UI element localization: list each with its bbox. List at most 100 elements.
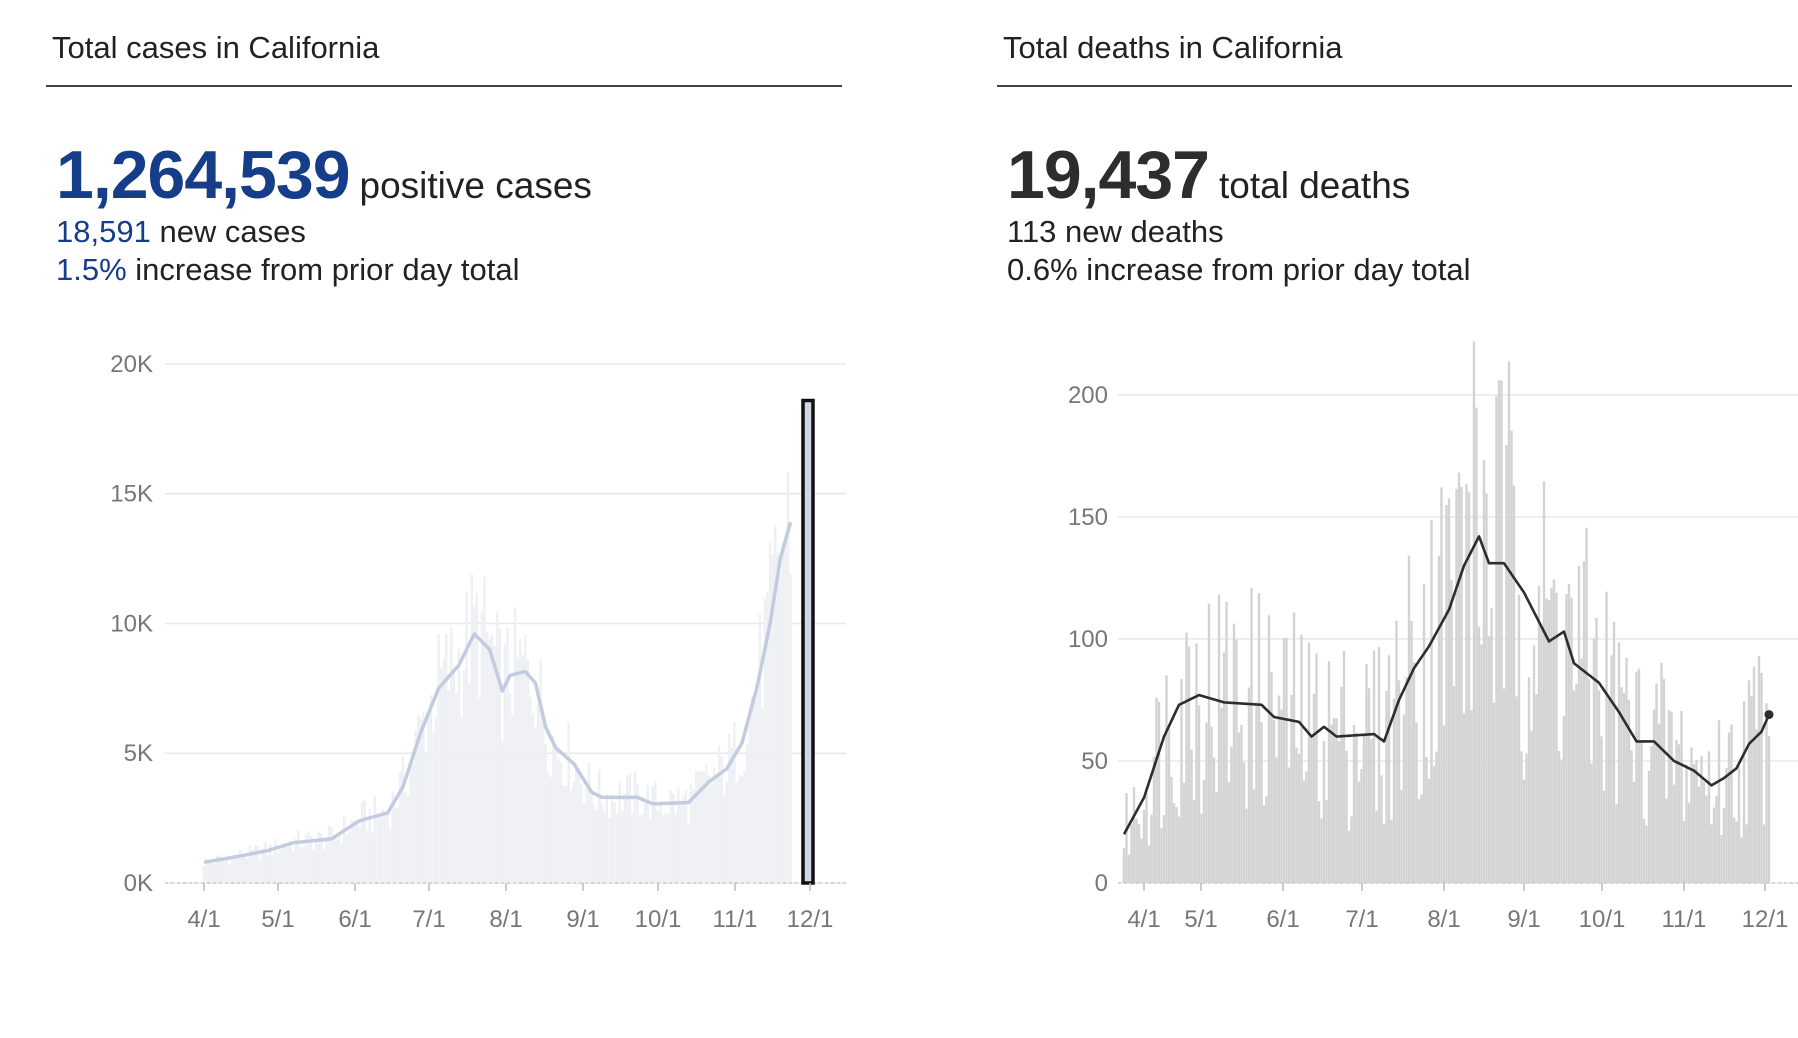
cases-daily-bar [457, 649, 461, 883]
cases-daily-bar [521, 654, 524, 883]
deaths-daily-bar [1152, 756, 1156, 883]
deaths-daily-bar [1547, 600, 1551, 883]
cases-daily-bar [467, 683, 471, 883]
deaths-daily-bar [1202, 779, 1206, 883]
cases-latest-day-bar[interactable] [801, 398, 815, 885]
deaths-daily-bar [1305, 771, 1308, 883]
cases-daily-bar [549, 776, 553, 883]
cases-daily-bar [429, 695, 433, 883]
cases-daily-bar [664, 812, 667, 883]
deaths-daily-bar [1390, 819, 1393, 883]
deaths-daily-bar [1477, 626, 1481, 883]
deaths-average-endpoint [1764, 710, 1774, 720]
cases-daily-bar [626, 775, 629, 883]
cases-y-tick-label: 5K [124, 740, 153, 767]
deaths-daily-bar [1732, 817, 1736, 883]
cases-daily-bar [590, 792, 593, 883]
cases-x-tick-label: 7/1 [412, 906, 445, 933]
cases-daily-bar [557, 758, 560, 883]
deaths-daily-bar [1177, 816, 1181, 883]
deaths-daily-bar [1282, 638, 1286, 883]
cases-daily-bar [241, 857, 244, 883]
cases-total-label: positive cases [359, 165, 592, 206]
cases-daily-bar [325, 840, 328, 883]
cases-daily-bar [646, 785, 649, 883]
deaths-daily-bar [1670, 711, 1673, 883]
deaths-daily-bar [1600, 736, 1603, 883]
cases-daily-bar [776, 552, 779, 883]
cases-daily-bar [465, 591, 468, 883]
cases-daily-bar [373, 795, 377, 883]
deaths-x-tick-label: 8/1 [1427, 906, 1460, 933]
cases-daily-bar [490, 635, 494, 883]
cases-daily-bar [562, 785, 565, 883]
deaths-daily-bar [1385, 690, 1388, 883]
deaths-daily-bar [1332, 718, 1336, 883]
deaths-daily-bar [1400, 789, 1403, 883]
deaths-daily-bar [1140, 838, 1143, 883]
deaths-daily-bar [1705, 795, 1708, 883]
deaths-daily-bar [1310, 737, 1313, 883]
deaths-daily-bar [1467, 492, 1471, 883]
deaths-daily-bar [1265, 796, 1268, 883]
cases-daily-bar [598, 769, 601, 883]
cases-daily-bar [513, 607, 517, 883]
deaths-daily-bar [1412, 662, 1416, 883]
deaths-daily-bar [1592, 638, 1596, 883]
deaths-daily-bar [1287, 767, 1291, 883]
deaths-x-tick-label: 10/1 [1579, 906, 1626, 933]
deaths-daily-bar [1702, 781, 1706, 883]
cases-daily-bar [689, 784, 693, 883]
deaths-daily-bar [1497, 380, 1501, 883]
deaths-daily-bar [1687, 802, 1691, 883]
deaths-daily-bar [1130, 823, 1133, 883]
cases-x-tick-label: 9/1 [566, 906, 599, 933]
cases-daily-bar [715, 773, 718, 883]
cases-daily-bar [256, 845, 259, 883]
cases-pct-line: 1.5% increase from prior day total [56, 252, 520, 288]
cases-daily-bar [580, 783, 583, 883]
cases-daily-bar [475, 593, 479, 883]
deaths-daily-bar [1612, 621, 1616, 883]
cases-new-label: new cases [159, 214, 306, 249]
deaths-y-tick-label: 200 [1068, 382, 1108, 409]
cases-daily-bar [340, 844, 343, 883]
cases-daily-bar [498, 628, 502, 883]
deaths-daily-bar [1415, 722, 1418, 883]
deaths-daily-bar [1250, 587, 1253, 883]
deaths-daily-bar [1357, 781, 1361, 883]
deaths-daily-bar [1727, 732, 1731, 883]
deaths-daily-bar [1457, 472, 1461, 883]
deaths-daily-bar [1272, 719, 1276, 883]
deaths-daily-bar [1645, 825, 1648, 883]
deaths-daily-bar [1440, 487, 1443, 883]
deaths-daily-bar [1180, 679, 1183, 883]
deaths-daily-bar [1407, 555, 1411, 883]
deaths-daily-bar [1322, 740, 1326, 883]
deaths-daily-bar [1635, 671, 1638, 883]
cases-daily-bar [447, 690, 451, 883]
deaths-daily-bar [1240, 724, 1243, 883]
cases-daily-bar [284, 847, 287, 883]
cases-daily-bar [404, 791, 407, 883]
cases-daily-bar [615, 813, 619, 883]
cases-daily-bar [748, 706, 751, 883]
deaths-daily-bar [1257, 593, 1261, 883]
deaths-daily-bar [1570, 597, 1573, 883]
deaths-daily-bar [1397, 680, 1401, 883]
deaths-daily-bar [1462, 713, 1466, 883]
deaths-daily-bar [1650, 746, 1653, 883]
cases-daily-bar [702, 772, 706, 883]
deaths-x-tick-label: 11/1 [1662, 906, 1707, 933]
cases-daily-bar [531, 713, 535, 883]
deaths-daily-bar [1212, 757, 1216, 883]
cases-daily-bar [483, 576, 486, 883]
cases-daily-bar [613, 802, 616, 883]
cases-daily-bar [314, 839, 318, 883]
cases-daily-bar [684, 790, 688, 883]
cases-daily-bar [320, 832, 323, 883]
cases-daily-bar [786, 472, 790, 883]
deaths-daily-bar [1587, 678, 1591, 883]
